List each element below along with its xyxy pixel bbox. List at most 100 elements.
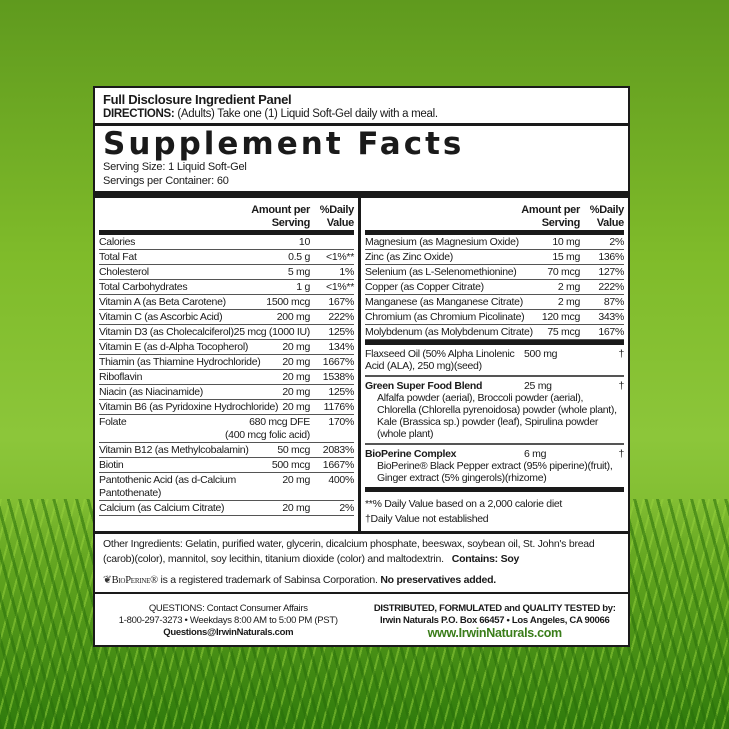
nutrient-name: Total Carbohydrates: [99, 281, 188, 293]
nutrient-daily-value: 1%: [339, 266, 354, 278]
blend-amount: 25 mg: [524, 380, 552, 392]
dv-header: %Daily Value: [319, 204, 355, 229]
nutrient-daily-value: <1%**: [326, 281, 354, 293]
nutrient-amount: 500 mcg: [271, 459, 310, 471]
nutrient-row: Biotin 500 mcg 1667%: [99, 458, 354, 473]
nutrient-daily-value: 2083%: [322, 444, 355, 456]
directions-text: (Adults) Take one (1) Liquid Soft-Gel da…: [174, 108, 438, 120]
nutrient-daily-value: 343%: [598, 311, 624, 323]
nutrient-amount: 20 mg: [282, 386, 310, 398]
blend-daily-value: †: [618, 348, 624, 360]
nutrient-row: Chromium (as Chromium Picolinate) 120 mcg…: [365, 310, 624, 325]
questions-contact: QUESTIONS: Contact Consumer Affairs 1-80…: [95, 603, 362, 639]
nutrient-daily-value: <1%**: [326, 251, 354, 263]
nutrient-row: Calories 10: [99, 235, 354, 250]
blend-daily-value: †: [618, 448, 624, 460]
nutrient-name: Cholesterol: [99, 266, 149, 278]
nutrient-amount: 680 mcg DFE (400 mcg folic acid): [224, 416, 310, 441]
amount-header: Amount per Serving: [251, 204, 310, 229]
nutrient-name: Molybdenum (as Molybdenum Citrate): [365, 326, 533, 338]
leaf-icon: ❦: [103, 574, 112, 586]
nutrient-amount: 10 mg: [552, 236, 580, 248]
distributor-info: DISTRIBUTED, FORMULATED and QUALITY TEST…: [362, 603, 629, 639]
blend-ingredients: BioPerine® Black Pepper extract (95% pip…: [377, 460, 613, 484]
nutrient-name: Copper (as Copper Citrate): [365, 281, 484, 293]
blend-row: BioPerine Complex 6 mg † BioPerine® Black P…: [365, 445, 624, 487]
nutrient-name: Vitamin A (as Beta Carotene): [99, 296, 226, 308]
dv-header: %Daily Value: [589, 204, 625, 229]
nutrient-daily-value: [310, 236, 354, 249]
blend-amount: 500 mg: [524, 348, 558, 360]
nutrient-row: Copper (as Copper Citrate) 2 mg 222%: [365, 280, 624, 295]
nutrient-amount: 20 mg: [282, 356, 310, 368]
nutrient-name: Vitamin D3 (as Cholecalciferol): [99, 326, 234, 338]
other-ingredients: Other Ingredients: Gelatin, purified wat…: [95, 534, 628, 570]
nutrient-amount: 1 g: [296, 281, 310, 293]
nutrient-row: Total Carbohydrates 1 g <1%**: [99, 280, 354, 295]
blend-name: BioPerine Complex: [365, 448, 457, 460]
nutrient-amount: 20 mg: [282, 401, 310, 413]
nutrient-row: Manganese (as Manganese Citrate) 2 mg 87%: [365, 295, 624, 310]
nutrient-daily-value: 125%: [328, 386, 354, 398]
blend-row: Flaxseed Oil (50% Alpha Linolenic Acid (…: [365, 345, 624, 377]
blend-header: BioPerine Complex 6 mg †: [365, 448, 624, 460]
blend-header: Green Super Food Blend 25 mg †: [365, 380, 624, 392]
nutrient-name: Zinc (as Zinc Oxide): [365, 251, 453, 263]
nutrient-row: Niacin (as Niacinamide) 20 mg 125%: [99, 385, 354, 400]
nutrient-daily-value: 1667%: [322, 459, 355, 471]
nutrient-daily-value: 222%: [598, 281, 624, 293]
nutrient-amount: 200 mg: [276, 311, 311, 323]
nutrient-daily-value: 222%: [328, 311, 354, 323]
left-table: Amount per Serving %Daily Value Calories 1…: [95, 198, 361, 531]
nutrient-row: Vitamin B6 (as Pyridoxine Hydrochloride)…: [99, 400, 354, 415]
nutrient-amount: 20 mg: [282, 371, 310, 383]
nutrient-daily-value: 136%: [598, 251, 624, 263]
nutrient-daily-value: 167%: [598, 326, 624, 338]
nutrient-amount: 25 mcg (1000 IU): [233, 326, 311, 338]
website-link[interactable]: www.IrwinNaturals.com: [427, 626, 563, 640]
directions-label: DIRECTIONS:: [103, 108, 175, 120]
nutrient-name: Pantothenic Acid (as d-Calcium Pantothen…: [99, 474, 236, 499]
divider: [95, 123, 628, 126]
nutrient-row: Vitamin C (as Ascorbic Acid) 200 mg 222%: [99, 310, 354, 325]
footnote: **% Daily Value based on a 2,000 calorie…: [365, 498, 563, 510]
nutrient-name: Vitamin E (as d-Alpha Tocopherol): [99, 341, 249, 353]
bioperine-logo: BioPerine®: [111, 575, 159, 586]
nutrient-row: Magnesium (as Magnesium Oxide) 10 mg 2%: [365, 235, 624, 250]
nutrient-row: Vitamin E (as d-Alpha Tocopherol) 20 mg 13…: [99, 340, 354, 355]
nutrient-daily-value: 87%: [603, 296, 624, 308]
nutrient-name: Manganese (as Manganese Citrate): [365, 296, 523, 308]
nutrient-amount: 50 mcg: [277, 444, 310, 456]
nutrient-amount: 70 mcg: [547, 266, 580, 278]
panel-title: Full Disclosure Ingredient Panel: [103, 92, 292, 107]
serving-size: Serving Size: 1 Liquid Soft-Gel: [103, 161, 247, 173]
allergen-contains: Contains: Soy: [451, 553, 520, 565]
nutrient-row: Vitamin B12 (as Methylcobalamin) 50 mcg 20…: [99, 443, 354, 458]
blend-row: Green Super Food Blend 25 mg † Alfalfa powd…: [365, 377, 624, 445]
nutrient-name: Folate: [99, 416, 127, 428]
nutrient-row: Thiamin (as Thiamine Hydrochloride) 20 mg…: [99, 355, 354, 370]
address: Irwin Naturals P.O. Box 66457 • Los Ange…: [380, 615, 610, 626]
email-link[interactable]: Questions@IrwinNaturals.com: [163, 627, 294, 638]
right-table: Amount per Serving %Daily Value Magnesium…: [361, 198, 628, 531]
nutrient-row: Total Fat 0.5 g <1%**: [99, 250, 354, 265]
nutrient-daily-value: 170%: [328, 416, 354, 428]
nutrient-row: Vitamin D3 (as Cholecalciferol) 25 mcg (1…: [99, 325, 354, 340]
nutrient-row: Selenium (as L-Selenomethionine) 70 mcg 12…: [365, 265, 624, 280]
nutrient-daily-value: 167%: [328, 296, 354, 308]
blend-amount: 6 mg: [524, 448, 547, 460]
distributed-by: DISTRIBUTED, FORMULATED and QUALITY TEST…: [373, 603, 616, 614]
nutrient-daily-value: 400%: [328, 474, 354, 486]
nutrient-amount: 2 mg: [557, 281, 580, 293]
nutrient-amount: 5 mg: [287, 266, 310, 278]
nutrient-row: Calcium (as Calcium Citrate) 20 mg 2%: [99, 501, 354, 516]
nutrient-row: Vitamin A (as Beta Carotene) 1500 mcg 167%: [99, 295, 354, 310]
nutrient-name: Niacin (as Niacinamide): [99, 386, 203, 398]
supplement-facts-panel: Full Disclosure Ingredient Panel DIRECTI…: [93, 86, 630, 647]
blend-name: Green Super Food Blend: [365, 380, 483, 392]
nutrient-amount: 10: [298, 236, 310, 248]
nutrient-name: Vitamin B12 (as Methylcobalamin): [99, 444, 249, 456]
blend-header: Flaxseed Oil (50% Alpha Linolenic Acid (…: [365, 348, 624, 372]
nutrient-name: Riboflavin: [99, 371, 143, 383]
nutrient-name: Chromium (as Chromium Picolinate): [365, 311, 525, 323]
